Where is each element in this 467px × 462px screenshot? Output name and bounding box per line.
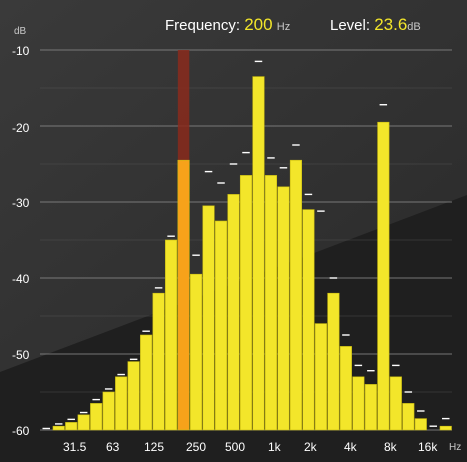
band-bar[interactable]: [115, 376, 128, 431]
band-bar[interactable]: [314, 323, 327, 431]
frequency-unit: Hz: [276, 21, 291, 33]
level-readout: Level: 23.6dB: [330, 15, 421, 35]
x-tick-label: 63: [106, 440, 120, 454]
y-axis-unit: dB: [14, 26, 27, 37]
band-bar[interactable]: [90, 403, 103, 431]
band-bar[interactable]: [364, 384, 377, 431]
y-tick-label: -10: [12, 44, 30, 58]
x-tick-label: 250: [186, 440, 207, 454]
level-value: 23.6: [374, 15, 408, 34]
level-label: Level:: [330, 17, 371, 34]
band-bar[interactable]: [239, 175, 253, 431]
band-bar[interactable]: [302, 209, 315, 431]
x-tick-label: 4k: [344, 440, 357, 454]
band-bar[interactable]: [377, 121, 390, 431]
band-bar[interactable]: [352, 376, 365, 431]
band-bar[interactable]: [140, 334, 153, 431]
band-bar[interactable]: [65, 422, 78, 431]
x-tick-label: 500: [225, 440, 246, 454]
band-bar[interactable]: [127, 361, 140, 431]
y-tick-label: -50: [12, 348, 30, 362]
x-tick-label: 1k: [268, 440, 281, 454]
band-bar[interactable]: [252, 76, 265, 431]
band-bar[interactable]: [277, 186, 290, 431]
y-tick-label: -30: [12, 196, 30, 210]
band-bar[interactable]: [414, 418, 427, 431]
level-unit: dB: [407, 21, 421, 33]
x-tick-label: 31.5: [63, 440, 87, 454]
band-bar[interactable]: [202, 205, 215, 431]
band-bar[interactable]: [389, 376, 402, 431]
band-bar[interactable]: [165, 239, 178, 431]
band-bar[interactable]: [52, 425, 65, 431]
x-tick-label: 8k: [384, 440, 397, 454]
selected-band-bar[interactable]: [177, 159, 190, 431]
x-axis-unit: Hz: [449, 442, 462, 453]
band-bar[interactable]: [327, 292, 340, 431]
frequency-value: 200: [244, 15, 273, 34]
band-bar[interactable]: [227, 194, 240, 431]
y-tick-label: -40: [12, 272, 30, 286]
band-bar[interactable]: [77, 414, 90, 431]
band-bar[interactable]: [439, 425, 452, 431]
band-bar[interactable]: [214, 220, 228, 431]
band-bar[interactable]: [102, 391, 115, 431]
y-tick-label: -60: [12, 424, 30, 438]
frequency-readout: Frequency: 200 Hz: [165, 15, 290, 35]
frequency-label: Frequency:: [165, 17, 241, 34]
y-tick-label: -20: [12, 121, 30, 135]
band-bar[interactable]: [264, 175, 278, 431]
x-tick-label: 2k: [304, 440, 317, 454]
band-bar[interactable]: [190, 273, 203, 431]
band-bar[interactable]: [339, 346, 352, 431]
band-bar[interactable]: [152, 292, 165, 431]
band-bar[interactable]: [402, 403, 415, 431]
x-tick-label: 125: [144, 440, 165, 454]
band-bar[interactable]: [289, 159, 302, 431]
x-tick-label: 16k: [418, 440, 438, 454]
